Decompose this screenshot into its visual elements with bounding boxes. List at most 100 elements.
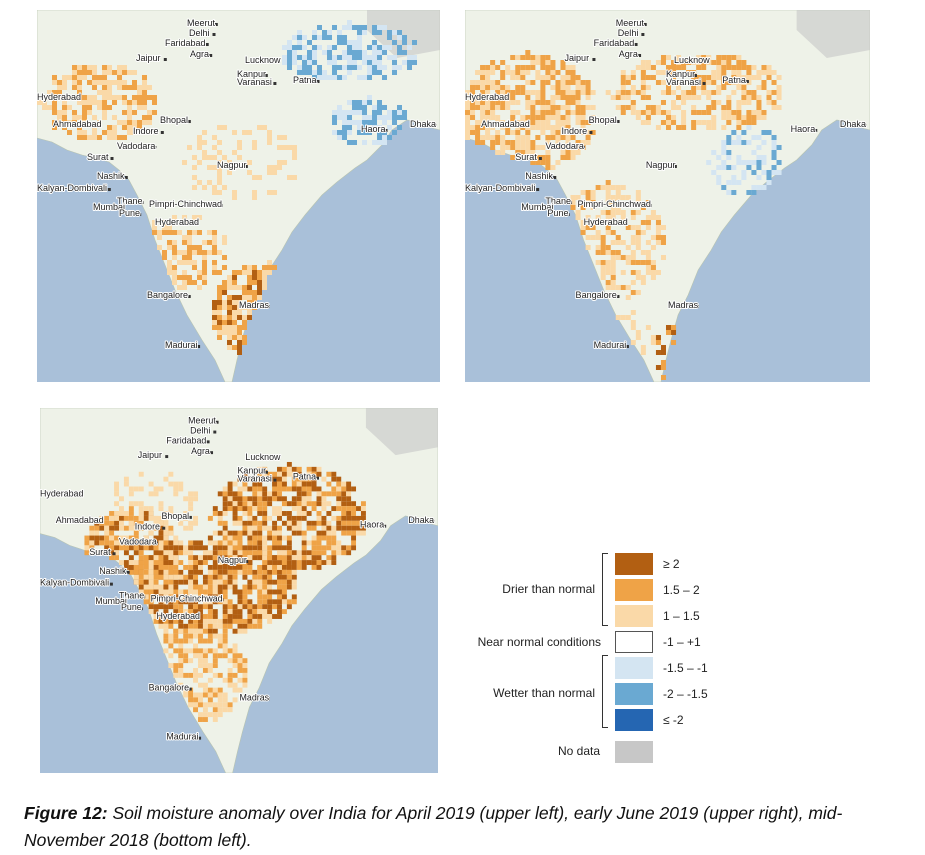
anomaly-cell xyxy=(351,545,357,551)
anomaly-cell xyxy=(342,55,347,60)
anomaly-cell xyxy=(605,225,611,230)
anomaly-cell xyxy=(565,120,571,125)
anomaly-cell xyxy=(267,496,273,502)
anomaly-cell xyxy=(490,60,496,65)
anomaly-cell xyxy=(173,633,179,639)
anomaly-cell xyxy=(158,618,164,624)
anomaly-cell xyxy=(382,115,387,120)
anomaly-cell xyxy=(62,105,67,110)
anomaly-cell xyxy=(645,75,651,80)
anomaly-cell xyxy=(681,110,687,115)
anomaly-cell xyxy=(741,85,747,90)
anomaly-cell xyxy=(706,80,712,85)
anomaly-cell xyxy=(620,270,626,275)
city-marker xyxy=(592,58,596,61)
city-marker xyxy=(126,570,130,574)
anomaly-cell xyxy=(212,663,218,669)
anomaly-cell xyxy=(107,65,112,70)
anomaly-cell xyxy=(232,697,238,703)
anomaly-cell xyxy=(510,140,516,145)
anomaly-cell xyxy=(331,506,337,512)
anomaly-cell xyxy=(550,100,556,105)
anomaly-cell xyxy=(242,668,248,673)
city-label: Madurai xyxy=(594,340,627,350)
anomaly-cell xyxy=(142,105,147,110)
anomaly-cell xyxy=(286,574,292,580)
anomaly-cell xyxy=(530,125,536,130)
anomaly-cell xyxy=(605,185,611,190)
anomaly-cell xyxy=(605,215,611,220)
anomaly-cell xyxy=(336,506,342,512)
anomaly-cell xyxy=(247,160,252,165)
anomaly-cell xyxy=(540,115,546,120)
city-label: Hyderabad xyxy=(465,92,509,102)
anomaly-cell xyxy=(630,255,636,260)
city-marker xyxy=(863,124,867,127)
anomaly-cell xyxy=(242,584,248,590)
anomaly-cell xyxy=(495,80,501,85)
anomaly-cell xyxy=(535,55,541,60)
anomaly-cell xyxy=(183,653,189,659)
anomaly-cell xyxy=(52,80,57,85)
anomaly-cell xyxy=(630,235,636,240)
anomaly-cell xyxy=(555,125,561,130)
anomaly-cell xyxy=(272,170,277,175)
anomaly-cell xyxy=(485,90,491,95)
anomaly-cell xyxy=(640,60,646,65)
anomaly-cell xyxy=(188,579,194,585)
anomaly-cell xyxy=(377,65,382,70)
anomaly-cell xyxy=(761,185,767,190)
anomaly-cell xyxy=(307,65,312,70)
anomaly-cell xyxy=(575,195,581,200)
anomaly-cell xyxy=(281,520,287,526)
anomaly-cell xyxy=(311,564,317,570)
anomaly-cell xyxy=(281,550,287,556)
anomaly-cell xyxy=(635,110,641,115)
anomaly-cell xyxy=(227,295,232,300)
anomaly-cell xyxy=(331,491,337,497)
anomaly-cell xyxy=(382,140,387,145)
anomaly-cell xyxy=(570,195,576,200)
city-label: Pimpri-Chinchwad xyxy=(151,593,223,603)
anomaly-cell xyxy=(178,599,184,605)
anomaly-cell xyxy=(133,515,139,521)
anomaly-cell xyxy=(92,135,97,140)
anomaly-cell xyxy=(242,520,248,526)
anomaly-cell xyxy=(222,235,227,240)
anomaly-cell xyxy=(645,240,651,245)
anomaly-cell xyxy=(138,540,144,546)
anomaly-cell xyxy=(168,545,174,551)
anomaly-cell xyxy=(301,530,307,536)
anomaly-cell xyxy=(701,85,707,90)
anomaly-cell xyxy=(711,125,717,130)
city-marker xyxy=(153,146,157,149)
anomaly-cell xyxy=(128,501,134,507)
anomaly-cell xyxy=(133,501,139,507)
anomaly-cell xyxy=(167,230,172,235)
anomaly-cell xyxy=(281,471,287,477)
anomaly-cell xyxy=(222,520,228,526)
anomaly-cell xyxy=(222,604,228,610)
anomaly-cell xyxy=(232,682,238,688)
anomaly-cell xyxy=(257,550,263,556)
anomaly-cell xyxy=(701,55,707,60)
anomaly-cell xyxy=(535,115,541,120)
anomaly-cell xyxy=(168,569,174,575)
anomaly-cell xyxy=(545,105,551,110)
anomaly-cell xyxy=(766,180,772,185)
anomaly-cell xyxy=(153,569,159,575)
anomaly-cell xyxy=(109,550,115,556)
anomaly-cell xyxy=(296,506,302,512)
anomaly-cell xyxy=(630,100,636,105)
anomaly-cell xyxy=(510,95,516,100)
anomaly-cell xyxy=(302,35,307,40)
anomaly-cell xyxy=(635,190,641,195)
anomaly-cell xyxy=(321,496,327,502)
anomaly-cell xyxy=(222,609,228,615)
city-label: Nashik xyxy=(525,171,553,181)
anomaly-cell xyxy=(82,95,87,100)
anomaly-cell xyxy=(158,540,164,546)
anomaly-cell xyxy=(188,604,194,610)
anomaly-cell xyxy=(172,245,177,250)
anomaly-cell xyxy=(247,270,252,275)
